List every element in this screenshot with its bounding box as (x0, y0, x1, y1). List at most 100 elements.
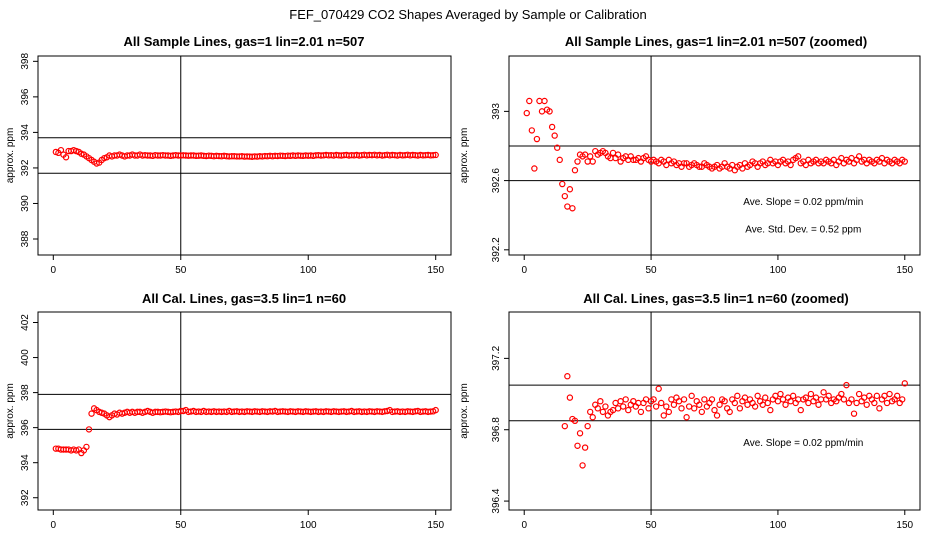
y-tick-label: 400 (20, 349, 31, 366)
data-point (546, 108, 553, 115)
x-tick-label: 100 (300, 265, 317, 276)
data-point (680, 396, 688, 403)
data-point (551, 132, 558, 139)
data-point (782, 401, 789, 408)
data-point (731, 399, 738, 407)
data-point (559, 180, 566, 188)
data-point (825, 392, 832, 400)
data-point (556, 156, 563, 164)
data-point (716, 401, 723, 408)
data-point (597, 397, 604, 405)
y-tick-label: 396 (20, 419, 31, 436)
y-axis-label: approx. ppm (459, 383, 470, 439)
y-tick-label: 396.4 (491, 488, 502, 513)
plot-frame (508, 311, 921, 511)
data-point (566, 394, 574, 401)
data-point (807, 390, 815, 398)
data-point (584, 422, 591, 430)
data-point (538, 108, 546, 115)
data-point (701, 396, 708, 403)
data-point (873, 392, 881, 400)
data-point (581, 444, 589, 451)
x-tick-label: 0 (521, 265, 527, 276)
panel-title: All Sample Lines, gas=1 lin=2.01 n=507 (124, 34, 365, 49)
data-point (584, 158, 591, 165)
x-tick-label: 50 (646, 265, 658, 276)
data-point (663, 403, 670, 410)
data-point (795, 153, 802, 160)
data-point (660, 412, 667, 419)
data-point (652, 403, 660, 410)
data-point (802, 394, 810, 401)
point-layer (52, 146, 439, 167)
annotation-layer: Ave. Slope = 0.02 ppm/min (743, 438, 863, 449)
data-point (805, 399, 812, 407)
data-point (853, 399, 860, 407)
data-point (432, 406, 439, 414)
data-point (754, 392, 761, 400)
data-point (561, 422, 569, 430)
data-point (650, 396, 657, 403)
x-tick-label: 150 (896, 520, 913, 531)
data-point (576, 430, 584, 437)
data-point (614, 151, 622, 158)
data-point (855, 153, 863, 160)
y-tick-label: 402 (20, 314, 31, 331)
x-tick-label: 100 (300, 520, 317, 531)
data-point (655, 385, 662, 392)
data-point (526, 97, 533, 105)
x-tick-label: 0 (51, 265, 57, 276)
y-tick-label: 396 (20, 88, 31, 105)
y-tick-label: 392.2 (491, 237, 502, 262)
y-tick-label: 388 (20, 230, 31, 247)
data-point (787, 161, 794, 169)
data-point (691, 405, 698, 412)
y-tick-label: 392 (20, 159, 31, 176)
data-point (85, 426, 93, 433)
data-point (901, 158, 908, 165)
y-tick-label: 393 (491, 103, 502, 120)
data-point (569, 205, 576, 212)
data-point (726, 408, 733, 416)
data-point (566, 186, 574, 193)
data-point (789, 392, 797, 400)
data-point (696, 163, 703, 170)
data-point (899, 396, 906, 403)
tick-layer: 0 50 100 150 392 394 396 398 400 402 (20, 314, 444, 531)
data-point (571, 417, 579, 425)
reference-line-layer (509, 56, 920, 255)
data-point (680, 160, 688, 167)
data-point (876, 405, 883, 412)
data-point (871, 399, 878, 407)
data-point (541, 97, 548, 105)
data-point (531, 165, 538, 172)
data-point (767, 406, 774, 414)
annotation-layer: Ave. Slope = 0.02 ppm/min Ave. Std. Dev. … (743, 197, 863, 236)
y-axis-label: approx. ppm (459, 128, 470, 184)
data-point (622, 396, 629, 403)
data-point (561, 192, 569, 200)
data-point (658, 399, 665, 407)
data-point (797, 406, 804, 414)
data-point (751, 403, 759, 410)
data-point (432, 151, 439, 159)
data-point (711, 406, 718, 414)
data-point (602, 403, 609, 410)
y-tick-label: 392.6 (491, 168, 502, 193)
tick-layer: 0 50 100 150 388 390 392 394 396 398 (20, 53, 444, 276)
data-point (528, 127, 536, 134)
panel-cal-lines-zoomed: All Cal. Lines, gas=3.5 lin=1 n=60 (zoom… (459, 291, 921, 531)
data-point (696, 401, 703, 408)
y-tick-label: 394 (20, 124, 31, 141)
x-tick-label: 0 (51, 520, 57, 531)
data-point (62, 154, 70, 161)
data-point (744, 401, 751, 408)
data-point (619, 403, 627, 410)
data-point (843, 381, 850, 389)
data-point (850, 410, 858, 417)
data-point (614, 405, 622, 412)
panel-title: All Sample Lines, gas=1 lin=2.01 n=507 (… (565, 34, 867, 49)
x-tick-label: 150 (427, 520, 444, 531)
data-point (609, 149, 617, 157)
data-point (855, 390, 863, 398)
